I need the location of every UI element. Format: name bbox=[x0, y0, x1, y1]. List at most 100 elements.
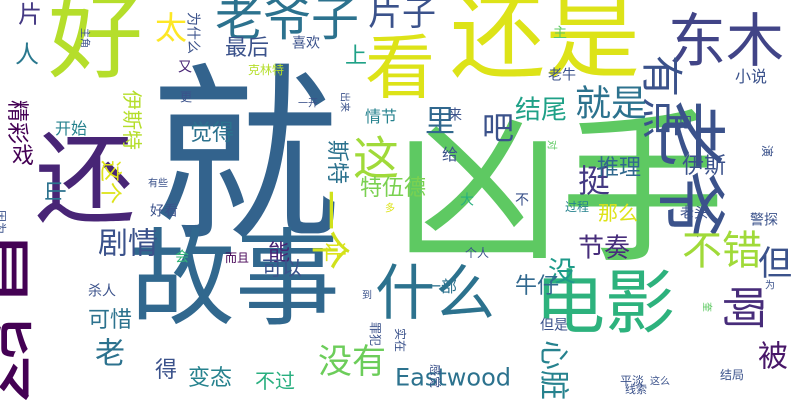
cloud-word: 东木 bbox=[668, 7, 784, 75]
cloud-word: 线索 bbox=[625, 382, 647, 396]
cloud-word: 结尾 bbox=[515, 95, 567, 125]
cloud-word: 一开 bbox=[298, 98, 318, 109]
cloud-word: 个人 bbox=[465, 246, 489, 260]
cloud-word: 被 bbox=[758, 340, 788, 375]
cloud-word: 来 bbox=[448, 108, 462, 124]
cloud-word: 会 bbox=[175, 250, 189, 266]
cloud-word: 悬疑 bbox=[0, 222, 39, 400]
cloud-word: 老爷 bbox=[649, 100, 731, 240]
cloud-word: 没有 bbox=[318, 342, 386, 382]
cloud-word: 实在 bbox=[393, 328, 408, 352]
cloud-word: 更 bbox=[180, 90, 192, 104]
cloud-word: 让 bbox=[321, 240, 346, 262]
cloud-word: 伊斯 bbox=[682, 154, 726, 179]
cloud-word: 片子 bbox=[368, 0, 436, 34]
cloud-word: 克林特 bbox=[248, 62, 284, 77]
cloud-word: 没 bbox=[548, 255, 576, 288]
cloud-word: 吧 bbox=[482, 109, 514, 147]
cloud-word: 老 bbox=[95, 337, 125, 372]
cloud-word: 警探 bbox=[750, 213, 778, 229]
cloud-word: 推理 bbox=[597, 156, 641, 181]
cloud-word: 挺 bbox=[578, 162, 610, 200]
cloud-word: 特伍德 bbox=[360, 176, 426, 201]
cloud-word: 平淡 bbox=[620, 374, 644, 388]
cloud-word: 变态 bbox=[188, 366, 232, 391]
cloud-word: 好看 bbox=[150, 204, 178, 220]
cloud-word: 电影 bbox=[535, 262, 675, 344]
cloud-word: 就 bbox=[150, 47, 340, 268]
cloud-word: 但是 bbox=[540, 318, 568, 334]
cloud-word: 这 bbox=[353, 131, 399, 185]
cloud-word: 但 bbox=[758, 244, 792, 284]
cloud-word: 故事 bbox=[130, 219, 340, 341]
cloud-word: 那么 bbox=[598, 201, 638, 225]
cloud-word: 一个 bbox=[306, 190, 352, 270]
cloud-word: 小说 bbox=[735, 67, 767, 86]
cloud-word: 心脏 bbox=[535, 340, 570, 400]
cloud-word: 还 bbox=[35, 121, 135, 238]
cloud-word: 得 bbox=[155, 358, 177, 383]
cloud-word: 不 bbox=[515, 193, 529, 209]
cloud-word: 看 bbox=[365, 27, 435, 109]
cloud-word: 开始 bbox=[55, 119, 87, 138]
cloud-word: 而且 bbox=[225, 251, 249, 265]
cloud-word: 为 bbox=[765, 279, 775, 291]
cloud-word: 片 bbox=[18, 1, 42, 29]
cloud-word: 主角 bbox=[79, 28, 91, 48]
cloud-word: 为什么 bbox=[184, 12, 200, 54]
cloud-word: Eastwood bbox=[395, 364, 511, 392]
cloud-word: 斯特 bbox=[324, 140, 349, 184]
cloud-word: 可以 bbox=[262, 256, 302, 280]
cloud-word: 不错 bbox=[682, 228, 762, 274]
cloud-word: 感觉 bbox=[428, 364, 443, 388]
cloud-word: 山 bbox=[41, 180, 66, 202]
cloud-word: 有点 bbox=[637, 55, 686, 139]
cloud-word: 觉得 bbox=[190, 121, 234, 146]
cloud-word: 牛仔 bbox=[515, 274, 559, 299]
cloud-word: 杀人 bbox=[88, 284, 116, 300]
cloud-word: 这么 bbox=[650, 374, 670, 387]
cloud-word: 把 bbox=[678, 116, 692, 132]
cloud-word: 还是 bbox=[450, 0, 640, 93]
cloud-word: 精彩 bbox=[4, 100, 29, 144]
cloud-word: 啊 bbox=[717, 285, 768, 329]
cloud-word: 这个 bbox=[97, 160, 122, 204]
cloud-word: 喜欢 bbox=[292, 36, 320, 52]
cloud-word: 给 bbox=[442, 145, 458, 164]
cloud-word: 老头 bbox=[680, 206, 708, 222]
cloud-word: 对 bbox=[546, 140, 559, 150]
cloud-word: 不过 bbox=[255, 369, 295, 393]
cloud-word: 到 bbox=[362, 289, 372, 301]
cloud-word: 节奏 bbox=[578, 233, 630, 263]
cloud-word: 罪犯 bbox=[368, 322, 382, 346]
cloud-word: 好 bbox=[48, 0, 143, 93]
cloud-word: 主 bbox=[553, 26, 567, 42]
cloud-word: 有些 bbox=[148, 176, 168, 189]
cloud-word: 最后 bbox=[225, 36, 269, 61]
cloud-word: 情节 bbox=[365, 107, 397, 126]
cloud-word: 什么 bbox=[375, 259, 495, 329]
cloud-word: 能 bbox=[268, 241, 290, 266]
cloud-word: 上 bbox=[345, 44, 367, 69]
cloud-word: 太 bbox=[155, 9, 187, 47]
cloud-word: 凶手 bbox=[395, 94, 725, 286]
cloud-word: 戏 bbox=[12, 144, 34, 169]
cloud-word: 出来 bbox=[339, 92, 352, 112]
cloud-word: 因为 bbox=[0, 210, 7, 234]
cloud-word: 伊斯特 bbox=[120, 90, 144, 150]
cloud-word: 可惜 bbox=[88, 308, 132, 333]
cloud-word: 就是 bbox=[575, 84, 647, 125]
cloud-word: 又 bbox=[178, 60, 192, 76]
cloud-word: 一部 bbox=[425, 277, 457, 296]
cloud-word: 里 bbox=[425, 105, 455, 140]
cloud-word: 老牛 bbox=[548, 68, 576, 84]
cloud-word: 人 bbox=[15, 41, 39, 69]
cloud-word: 过程 bbox=[565, 199, 589, 214]
cloud-word: 结局 bbox=[720, 368, 744, 382]
cloud-word: 大 bbox=[460, 193, 474, 209]
cloud-word: 剧情 bbox=[98, 227, 158, 262]
cloud-word: 多 bbox=[385, 201, 395, 214]
cloud-word: 老爷子 bbox=[215, 0, 359, 47]
